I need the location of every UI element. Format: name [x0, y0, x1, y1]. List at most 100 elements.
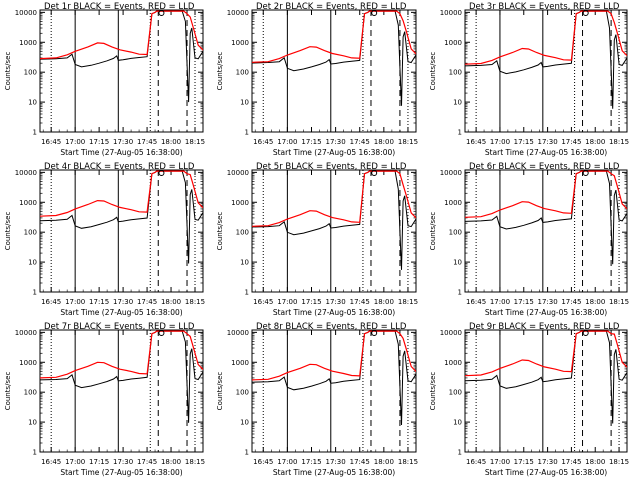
chart-panel-1: Det 1r BLACK = Events, RED = LLD Counts/s… — [4, 2, 205, 157]
x-tick-label: 16:45 — [41, 138, 61, 146]
y-tick-label: 100 — [236, 69, 249, 77]
events-trace — [465, 170, 627, 265]
y-tick-label: 100 — [449, 69, 462, 77]
chart-title: Det 6r BLACK = Events, RED = LLD — [469, 162, 620, 172]
chart-title: Det 2r BLACK = Events, RED = LLD — [256, 2, 407, 12]
x-tick-label: 16:45 — [41, 458, 61, 466]
lld-trace — [252, 170, 416, 227]
lld-trace — [252, 10, 416, 63]
plot-frame — [39, 169, 204, 293]
x-tick-label: 16:45 — [466, 138, 486, 146]
x-tick-label: 17:30 — [537, 138, 557, 146]
x-tick-label: 17:30 — [113, 298, 133, 306]
y-tick-label: 10 — [240, 419, 249, 427]
saturation-marker — [582, 330, 589, 336]
x-tick-label: 17:30 — [326, 298, 346, 306]
y-tick-label: 100 — [24, 229, 37, 237]
x-tick-label: 17:30 — [537, 458, 557, 466]
saturation-marker — [582, 10, 589, 16]
x-tick-label: 18:00 — [161, 298, 181, 306]
y-tick-label: 10000 — [227, 169, 249, 177]
x-axis-label: Start Time (27-Aug-05 16:38:00) — [60, 468, 182, 477]
y-tick-label: 10 — [28, 99, 37, 107]
chart-panel-3: Det 3r BLACK = Events, RED = LLD Counts/s… — [429, 2, 629, 157]
y-tick-label: 100 — [24, 389, 37, 397]
x-tick-label: 18:15 — [609, 458, 629, 466]
x-axis-label: Start Time (27-Aug-05 16:38:00) — [273, 148, 395, 157]
y-tick-label: 1000 — [444, 359, 462, 367]
y-axis-label: Counts/sec — [216, 372, 224, 411]
saturation-marker — [371, 10, 378, 16]
x-tick-label: 17:30 — [537, 298, 557, 306]
x-tick-label: 17:30 — [326, 138, 346, 146]
x-tick-label: 18:15 — [398, 458, 418, 466]
x-tick-label: 17:15 — [89, 458, 109, 466]
x-tick-label: 17:00 — [490, 458, 510, 466]
chart-panel-6: Det 6r BLACK = Events, RED = LLD Counts/s… — [429, 162, 629, 317]
chart-panel-7: Det 7r BLACK = Events, RED = LLD Counts/s… — [4, 322, 205, 477]
lld-trace — [465, 170, 627, 218]
saturation-marker — [582, 170, 589, 176]
plot-frame — [39, 9, 204, 133]
y-tick-label: 1 — [245, 129, 249, 137]
x-axis-label: Start Time (27-Aug-05 16:38:00) — [485, 468, 607, 477]
x-axis-label: Start Time (27-Aug-05 16:38:00) — [485, 308, 607, 317]
y-tick-label: 1000 — [19, 359, 37, 367]
x-tick-label: 17:15 — [301, 298, 321, 306]
y-axis-label: Counts/sec — [4, 52, 12, 91]
x-tick-label: 18:00 — [374, 138, 394, 146]
x-tick-label: 18:00 — [161, 458, 181, 466]
x-tick-label: 18:00 — [161, 138, 181, 146]
plot-frame — [464, 9, 628, 133]
y-tick-label: 1000 — [231, 199, 249, 207]
x-tick-label: 17:45 — [350, 298, 370, 306]
x-tick-label: 18:00 — [374, 458, 394, 466]
y-tick-label: 10000 — [227, 9, 249, 17]
chart-title: Det 8r BLACK = Events, RED = LLD — [256, 322, 407, 332]
chart-title: Det 3r BLACK = Events, RED = LLD — [469, 2, 620, 12]
x-tick-label: 17:00 — [65, 298, 85, 306]
plot-frame — [39, 329, 204, 453]
y-tick-label: 1 — [33, 449, 37, 457]
lld-trace — [40, 170, 203, 217]
y-tick-label: 1000 — [19, 39, 37, 47]
y-axis-label: Counts/sec — [429, 52, 437, 91]
plot-frame — [251, 169, 417, 293]
y-axis-label: Counts/sec — [4, 372, 12, 411]
chart-title: Det 9r BLACK = Events, RED = LLD — [469, 322, 620, 332]
x-tick-label: 17:45 — [137, 138, 157, 146]
x-tick-label: 18:15 — [185, 458, 205, 466]
chart-panel-4: Det 4r BLACK = Events, RED = LLD Counts/s… — [4, 162, 205, 317]
x-tick-label: 18:00 — [585, 458, 605, 466]
x-tick-label: 17:45 — [350, 458, 370, 466]
y-tick-label: 1000 — [444, 39, 462, 47]
saturation-marker — [371, 170, 378, 176]
y-tick-label: 1 — [33, 129, 37, 137]
x-tick-label: 17:15 — [301, 138, 321, 146]
events-trace — [40, 170, 203, 264]
x-tick-label: 17:45 — [561, 298, 581, 306]
chart-title: Det 4r BLACK = Events, RED = LLD — [44, 162, 195, 172]
y-tick-label: 10000 — [440, 169, 462, 177]
x-tick-label: 17:45 — [137, 458, 157, 466]
y-tick-label: 10 — [240, 259, 249, 267]
x-tick-label: 16:45 — [253, 298, 273, 306]
x-tick-label: 17:00 — [65, 138, 85, 146]
y-axis-label: Counts/sec — [429, 372, 437, 411]
y-tick-label: 1000 — [444, 199, 462, 207]
y-axis-label: Counts/sec — [429, 212, 437, 251]
y-axis-label: Counts/sec — [4, 212, 12, 251]
x-tick-label: 16:45 — [253, 138, 273, 146]
y-tick-label: 10000 — [440, 9, 462, 17]
x-tick-label: 17:00 — [277, 298, 297, 306]
y-tick-label: 1 — [458, 289, 462, 297]
y-tick-label: 1 — [245, 449, 249, 457]
events-trace — [40, 330, 203, 423]
x-tick-label: 18:15 — [398, 298, 418, 306]
x-tick-label: 18:15 — [609, 298, 629, 306]
y-axis-label: Counts/sec — [216, 212, 224, 251]
x-tick-label: 18:15 — [609, 138, 629, 146]
x-tick-label: 17:15 — [514, 298, 534, 306]
y-tick-label: 10000 — [15, 169, 37, 177]
x-tick-label: 18:00 — [585, 298, 605, 306]
